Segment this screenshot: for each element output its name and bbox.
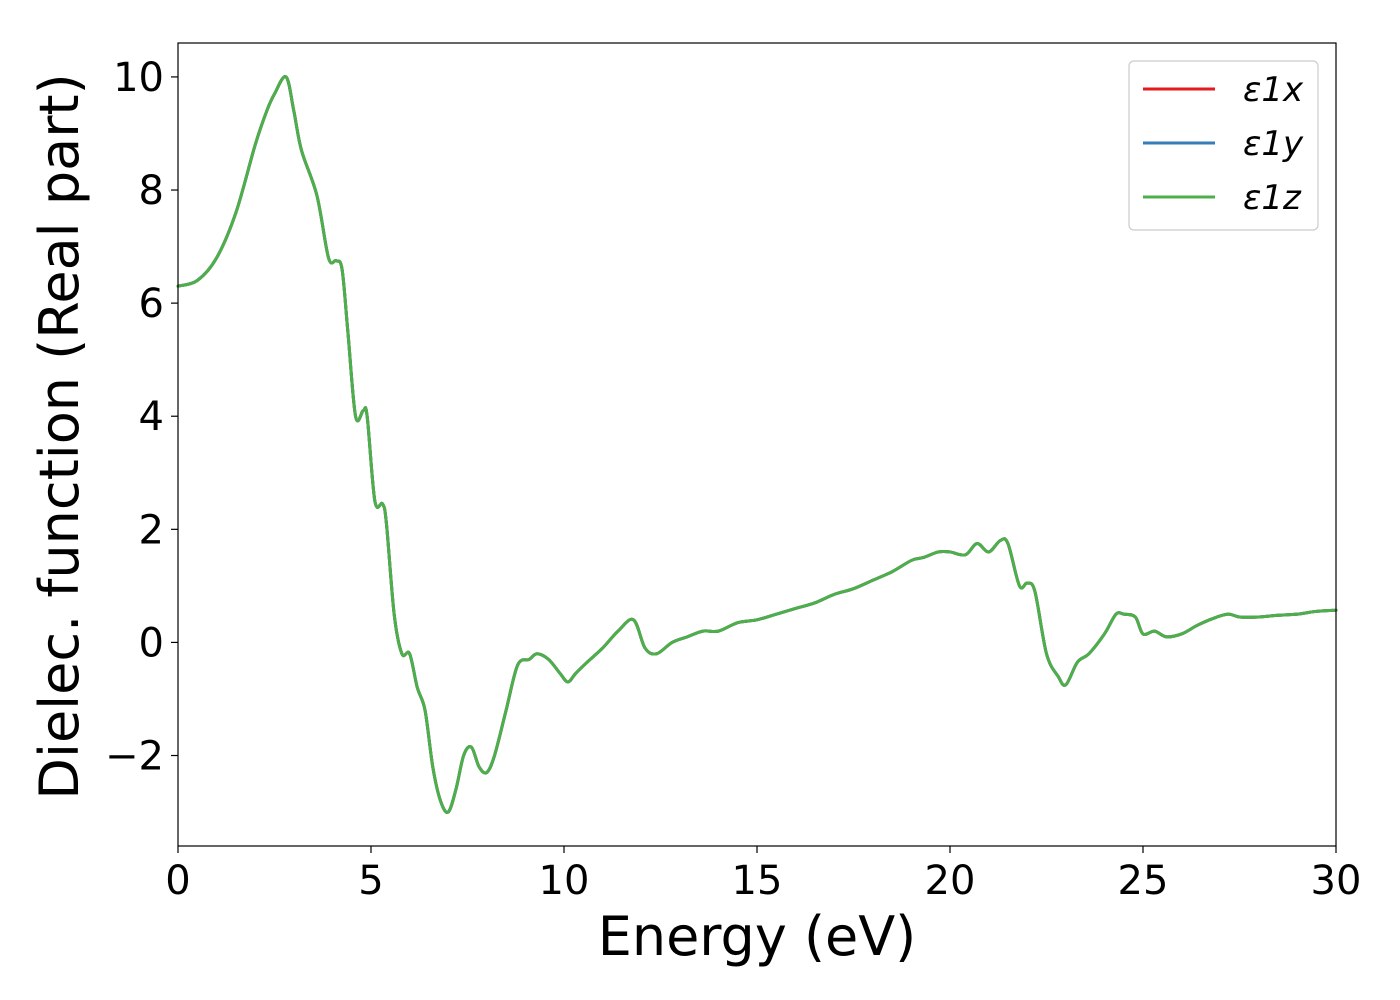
y-tick-label: 8 xyxy=(139,168,164,214)
y-tick-label: 0 xyxy=(139,620,164,666)
legend: ε1x ε1y ε1z xyxy=(1128,60,1319,231)
legend-label: ε1z xyxy=(1243,178,1302,218)
legend-label: ε1x xyxy=(1243,70,1304,110)
legend-label: ε1y xyxy=(1243,124,1304,164)
y-tick-label: 10 xyxy=(113,55,164,101)
x-tick-label: 15 xyxy=(732,858,783,904)
series-layer xyxy=(176,75,1338,814)
y-tick-label: −2 xyxy=(105,734,164,780)
x-axis-label: Energy (eV) xyxy=(598,905,917,968)
y-tick-label: 6 xyxy=(139,281,164,327)
x-tick-label: 30 xyxy=(1311,858,1362,904)
x-tick-label: 5 xyxy=(358,858,383,904)
y-axis-ticks: −2 0 2 4 6 8 10 xyxy=(105,55,178,780)
x-tick-label: 0 xyxy=(165,858,190,904)
x-tick-label: 10 xyxy=(539,858,590,904)
series-line-3 xyxy=(176,75,1338,814)
y-axis-label: Dielec. function (Real part) xyxy=(28,73,91,799)
x-axis-ticks: 0 5 10 15 20 25 30 xyxy=(165,846,1361,904)
y-tick-label: 4 xyxy=(139,394,164,440)
y-tick-label: 2 xyxy=(139,507,164,553)
legend-box xyxy=(1128,60,1319,231)
x-tick-label: 20 xyxy=(925,858,976,904)
x-tick-label: 25 xyxy=(1118,858,1169,904)
